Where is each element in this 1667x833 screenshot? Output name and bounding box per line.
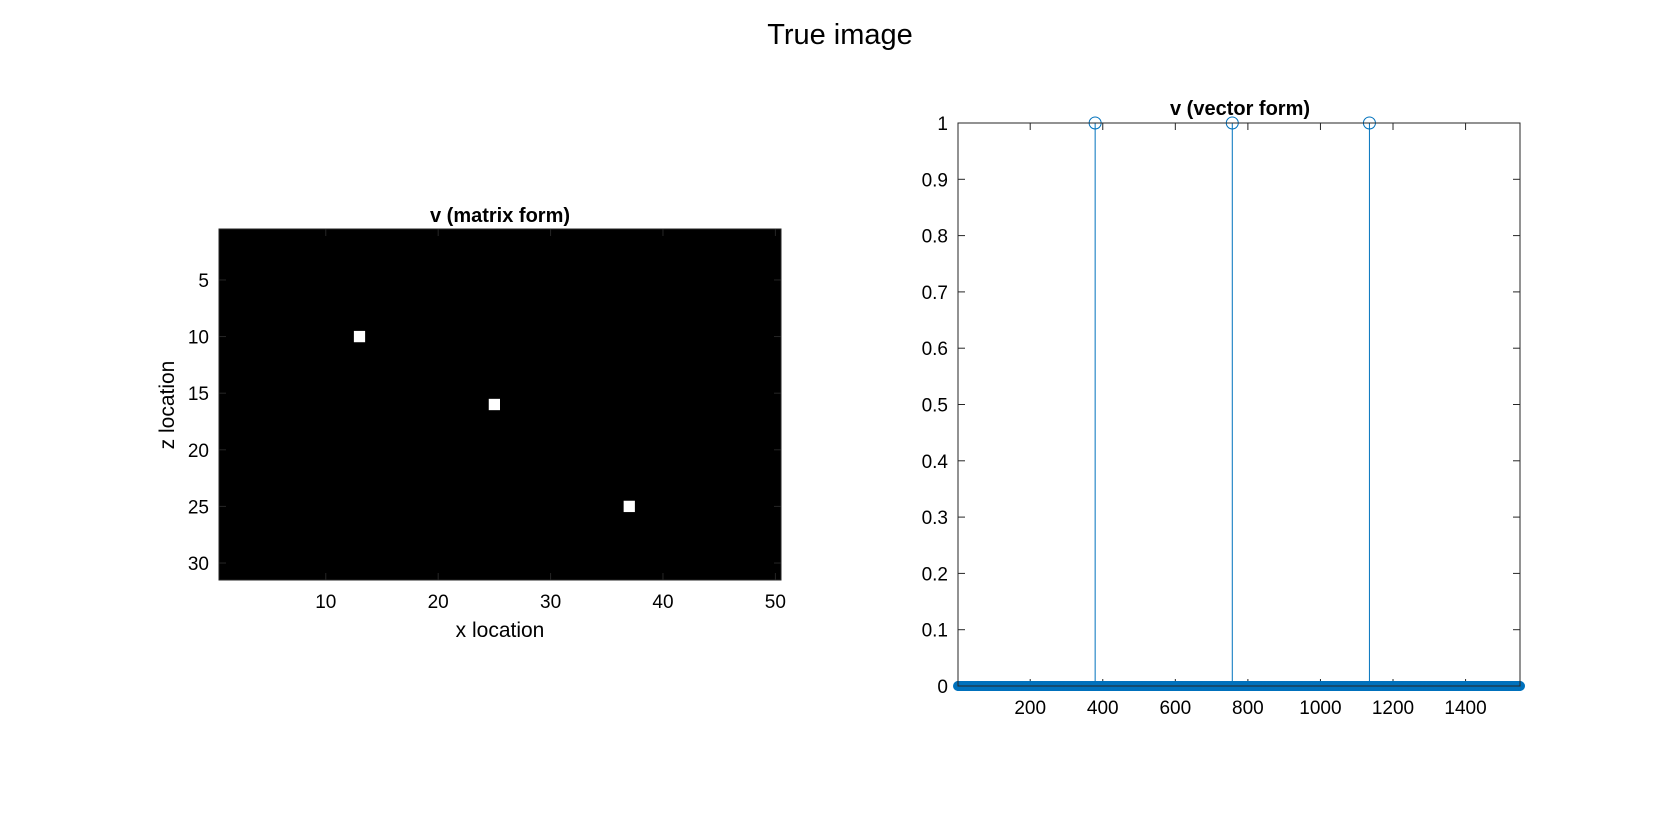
stem-ytick-label: 0.4 — [922, 452, 949, 473]
stem-ytick-label: 0.3 — [922, 508, 948, 529]
stem-ytick-label: 0.8 — [922, 227, 948, 248]
stem-xtick-label: 1400 — [1444, 698, 1486, 719]
heatmap-ytick-label: 20 — [188, 441, 209, 462]
stem-ytick-label: 0.2 — [922, 564, 948, 585]
stem-subplot: v (vector form) 200 400 600 800 1000 1200 1400… — [922, 98, 1525, 719]
heatmap-xtick-label: 30 — [540, 592, 561, 613]
heatmap-axes-box — [218, 228, 782, 581]
heatmap-xtick-label: 50 — [765, 592, 786, 613]
stem-xtick-label: 1000 — [1299, 698, 1341, 719]
stem-ytick-label: 1 — [937, 114, 948, 135]
heatmap-xtick-label: 10 — [315, 592, 336, 613]
heatmap-point-1 — [353, 330, 366, 343]
heatmap-ytick-label: 10 — [188, 328, 209, 349]
heatmap-title: v (matrix form) — [430, 205, 570, 227]
stem-axes-box — [957, 122, 1521, 687]
stem-ytick-label: 0 — [937, 677, 948, 698]
stem-xtick-label: 400 — [1087, 698, 1119, 719]
heatmap-ytick-label: 5 — [198, 271, 209, 292]
heatmap-xtick-label: 20 — [428, 592, 449, 613]
figure-suptitle: True image — [767, 19, 913, 51]
heatmap-ytick-label: 25 — [188, 497, 209, 518]
stem-xtick-label: 600 — [1159, 698, 1191, 719]
heatmap-xlabel: x location — [456, 619, 545, 642]
stem-ytick-label: 0.7 — [922, 283, 948, 304]
stem-xtick-label: 800 — [1232, 698, 1264, 719]
heatmap-subplot: v (matrix form) 10 20 30 40 50 5 10 15 20 25 30 x … — [156, 205, 786, 642]
stem-ytick-label: 0.1 — [922, 621, 948, 642]
heatmap-ytick-label: 30 — [188, 554, 209, 575]
stem-xtick-label: 200 — [1014, 698, 1046, 719]
heatmap-ytick-label: 15 — [188, 384, 209, 405]
heatmap-point-3 — [623, 500, 635, 513]
heatmap-ylabel: z location — [156, 361, 179, 450]
stem-axes-background — [958, 123, 1520, 686]
stem-ytick-label: 0.6 — [922, 339, 948, 360]
heatmap-xtick-label: 40 — [652, 592, 673, 613]
stem-title: v (vector form) — [1170, 98, 1310, 120]
stem-ytick-label: 0.9 — [922, 170, 948, 191]
heatmap-point-2 — [488, 398, 500, 411]
stem-ytick-label: 0.5 — [922, 396, 948, 417]
stem-xtick-label: 1200 — [1372, 698, 1414, 719]
